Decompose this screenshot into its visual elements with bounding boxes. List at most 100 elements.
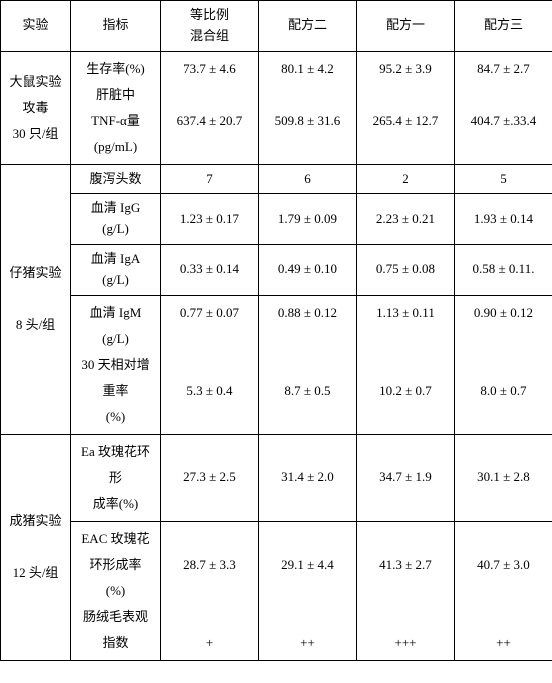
pig-label-2: 12 头/组: [13, 565, 59, 580]
pig-eac-l4: 肠绒毛表观: [83, 609, 148, 624]
pig-eac-l1: EAC 玫瑰花: [81, 531, 149, 546]
piglet-igg-l2: (g/L): [102, 221, 129, 236]
pig-eac-mix: 28.7 ± 3.3: [183, 557, 236, 572]
piglet-gain-mix: 5.3 ± 0.4: [186, 383, 232, 398]
pig-eac-f3-cell: 40.7 ± 3.0 ++: [455, 521, 552, 660]
rat-survival-mix: 73.7 ± 4.6: [183, 61, 236, 76]
pig-villi-f2: ++: [300, 635, 315, 650]
pig-ea-l3: 成率(%): [93, 496, 139, 511]
piglet-igm-f3-cell: 0.90 ± 0.12 8.0 ± 0.7: [455, 295, 552, 434]
header-indicator: 指标: [71, 1, 161, 52]
piglet-diarrhea-label: 腹泻头数: [71, 164, 161, 194]
rat-ind-2: 肝脏中: [96, 87, 135, 102]
header-row: 实验 指标 等比例 混合组 配方二 配方一 配方三: [1, 1, 552, 52]
piglet-diarrhea-f2: 6: [259, 164, 357, 194]
piglet-igm-f1: 1.13 ± 0.11: [376, 305, 435, 320]
piglet-igg-f1: 2.23 ± 0.21: [357, 194, 455, 245]
piglet-iga-l2: (g/L): [102, 272, 129, 287]
piglet-igm-mix-cell: 0.77 ± 0.07 5.3 ± 0.4: [161, 295, 259, 434]
rat-experiment-label: 大鼠实验 攻毒 30 只/组: [1, 51, 71, 164]
pig-ea-f1: 34.7 ± 1.9: [357, 434, 455, 521]
piglet-igm-l1: 血清 IgM: [90, 305, 142, 320]
pig-eac-l2: 环形成率: [89, 557, 141, 572]
rat-label-3: 30 只/组: [13, 126, 59, 141]
pig-ea-l1: Ea 玫瑰花环: [81, 444, 150, 459]
pig-villi-f3: ++: [496, 635, 511, 650]
pig-villi-f1: +++: [395, 635, 417, 650]
rat-mix-cell: 73.7 ± 4.6 637.4 ± 20.7: [161, 51, 259, 164]
piglet-igm-l5: (%): [106, 409, 126, 424]
piglet-igm-l4: 重率: [102, 383, 128, 398]
piglet-diarrhea-row: 仔猪实验 8 头/组 腹泻头数 7 6 2 5: [1, 164, 552, 194]
pig-ea-f2: 31.4 ± 2.0: [259, 434, 357, 521]
pig-eac-f3: 40.7 ± 3.0: [477, 557, 530, 572]
piglet-igm-row: 血清 IgM (g/L) 30 天相对增 重率 (%) 0.77 ± 0.07 …: [1, 295, 552, 434]
rat-ind-3: TNF-α量: [91, 113, 140, 128]
piglet-igg-f2: 1.79 ± 0.09: [259, 194, 357, 245]
pig-eac-l3: (%): [106, 583, 126, 598]
piglet-gain-f1: 10.2 ± 0.7: [379, 383, 432, 398]
rat-label-2: 攻毒: [22, 100, 48, 115]
experiment-table: 实验 指标 等比例 混合组 配方二 配方一 配方三 大鼠实验 攻毒 30 只/组…: [0, 0, 552, 661]
piglet-igm-f2: 0.88 ± 0.12: [278, 305, 337, 320]
pig-eac-l5: 指数: [102, 635, 128, 650]
piglet-diarrhea-mix: 7: [161, 164, 259, 194]
piglet-experiment-label: 仔猪实验 8 头/组: [1, 164, 71, 434]
piglet-iga-f2: 0.49 ± 0.10: [259, 244, 357, 295]
rat-f2-cell: 80.1 ± 4.2 509.8 ± 31.6: [259, 51, 357, 164]
pig-ea-row: 成猪实验 12 头/组 Ea 玫瑰花环 形 成率(%) 27.3 ± 2.5 3…: [1, 434, 552, 521]
piglet-iga-f1: 0.75 ± 0.08: [357, 244, 455, 295]
piglet-igm-f2-cell: 0.88 ± 0.12 8.7 ± 0.5: [259, 295, 357, 434]
pig-eac-mix-cell: 28.7 ± 3.3 +: [161, 521, 259, 660]
rat-row: 大鼠实验 攻毒 30 只/组 生存率(%) 肝脏中 TNF-α量 (pg/mL)…: [1, 51, 552, 164]
rat-f1-cell: 95.2 ± 3.9 265.4 ± 12.7: [357, 51, 455, 164]
pig-eac-label: EAC 玫瑰花 环形成率 (%) 肠绒毛表观 指数: [71, 521, 161, 660]
piglet-igm-f1-cell: 1.13 ± 0.11 10.2 ± 0.7: [357, 295, 455, 434]
pig-experiment-label: 成猪实验 12 头/组: [1, 434, 71, 660]
header-formula-1: 配方一: [357, 1, 455, 52]
piglet-iga-l1: 血清 IgA: [91, 251, 140, 266]
piglet-iga-label: 血清 IgA (g/L): [71, 244, 161, 295]
rat-ind-1: 生存率(%): [86, 61, 145, 76]
rat-ind-4: (pg/mL): [94, 139, 137, 154]
pig-ea-l2: 形: [109, 470, 122, 485]
piglet-igm-mix: 0.77 ± 0.07: [180, 305, 239, 320]
piglet-diarrhea-f3: 5: [455, 164, 552, 194]
pig-eac-f1-cell: 41.3 ± 2.7 +++: [357, 521, 455, 660]
piglet-iga-mix: 0.33 ± 0.14: [161, 244, 259, 295]
header-experiment: 实验: [1, 1, 71, 52]
pig-eac-f1: 41.3 ± 2.7: [379, 557, 432, 572]
header-mixed-line2: 混合组: [190, 28, 229, 43]
piglet-iga-f3: 0.58 ± 0.11.: [455, 244, 552, 295]
piglet-iga-row: 血清 IgA (g/L) 0.33 ± 0.14 0.49 ± 0.10 0.7…: [1, 244, 552, 295]
piglet-igg-row: 血清 IgG (g/L) 1.23 ± 0.17 1.79 ± 0.09 2.2…: [1, 194, 552, 245]
piglet-label-1: 仔猪实验: [9, 265, 61, 280]
pig-label-1: 成猪实验: [9, 513, 61, 528]
pig-ea-f3: 30.1 ± 2.8: [455, 434, 552, 521]
piglet-diarrhea-f1: 2: [357, 164, 455, 194]
piglet-label-2: 8 头/组: [16, 317, 55, 332]
piglet-igg-mix: 1.23 ± 0.17: [161, 194, 259, 245]
rat-tnf-mix: 637.4 ± 20.7: [177, 113, 243, 128]
piglet-gain-f2: 8.7 ± 0.5: [284, 383, 330, 398]
pig-eac-f2: 29.1 ± 4.4: [281, 557, 334, 572]
header-mixed-group: 等比例 混合组: [161, 1, 259, 52]
rat-label-1: 大鼠实验: [9, 74, 61, 89]
piglet-gain-f3: 8.0 ± 0.7: [480, 383, 526, 398]
piglet-igm-l3: 30 天相对增: [81, 357, 149, 372]
header-formula-2: 配方二: [259, 1, 357, 52]
piglet-igg-label: 血清 IgG (g/L): [71, 194, 161, 245]
rat-survival-f1: 95.2 ± 3.9: [379, 61, 432, 76]
pig-eac-f2-cell: 29.1 ± 4.4 ++: [259, 521, 357, 660]
pig-ea-label: Ea 玫瑰花环 形 成率(%): [71, 434, 161, 521]
pig-eac-row: EAC 玫瑰花 环形成率 (%) 肠绒毛表观 指数 28.7 ± 3.3 + 2…: [1, 521, 552, 660]
header-formula-3: 配方三: [455, 1, 552, 52]
piglet-igm-f3: 0.90 ± 0.12: [474, 305, 533, 320]
rat-survival-f3: 84.7 ± 2.7: [477, 61, 530, 76]
rat-indicator-cell: 生存率(%) 肝脏中 TNF-α量 (pg/mL): [71, 51, 161, 164]
piglet-igg-f3: 1.93 ± 0.14: [455, 194, 552, 245]
pig-ea-mix: 27.3 ± 2.5: [161, 434, 259, 521]
piglet-igm-label: 血清 IgM (g/L) 30 天相对增 重率 (%): [71, 295, 161, 434]
rat-survival-f2: 80.1 ± 4.2: [281, 61, 334, 76]
rat-tnf-f2: 509.8 ± 31.6: [275, 113, 341, 128]
